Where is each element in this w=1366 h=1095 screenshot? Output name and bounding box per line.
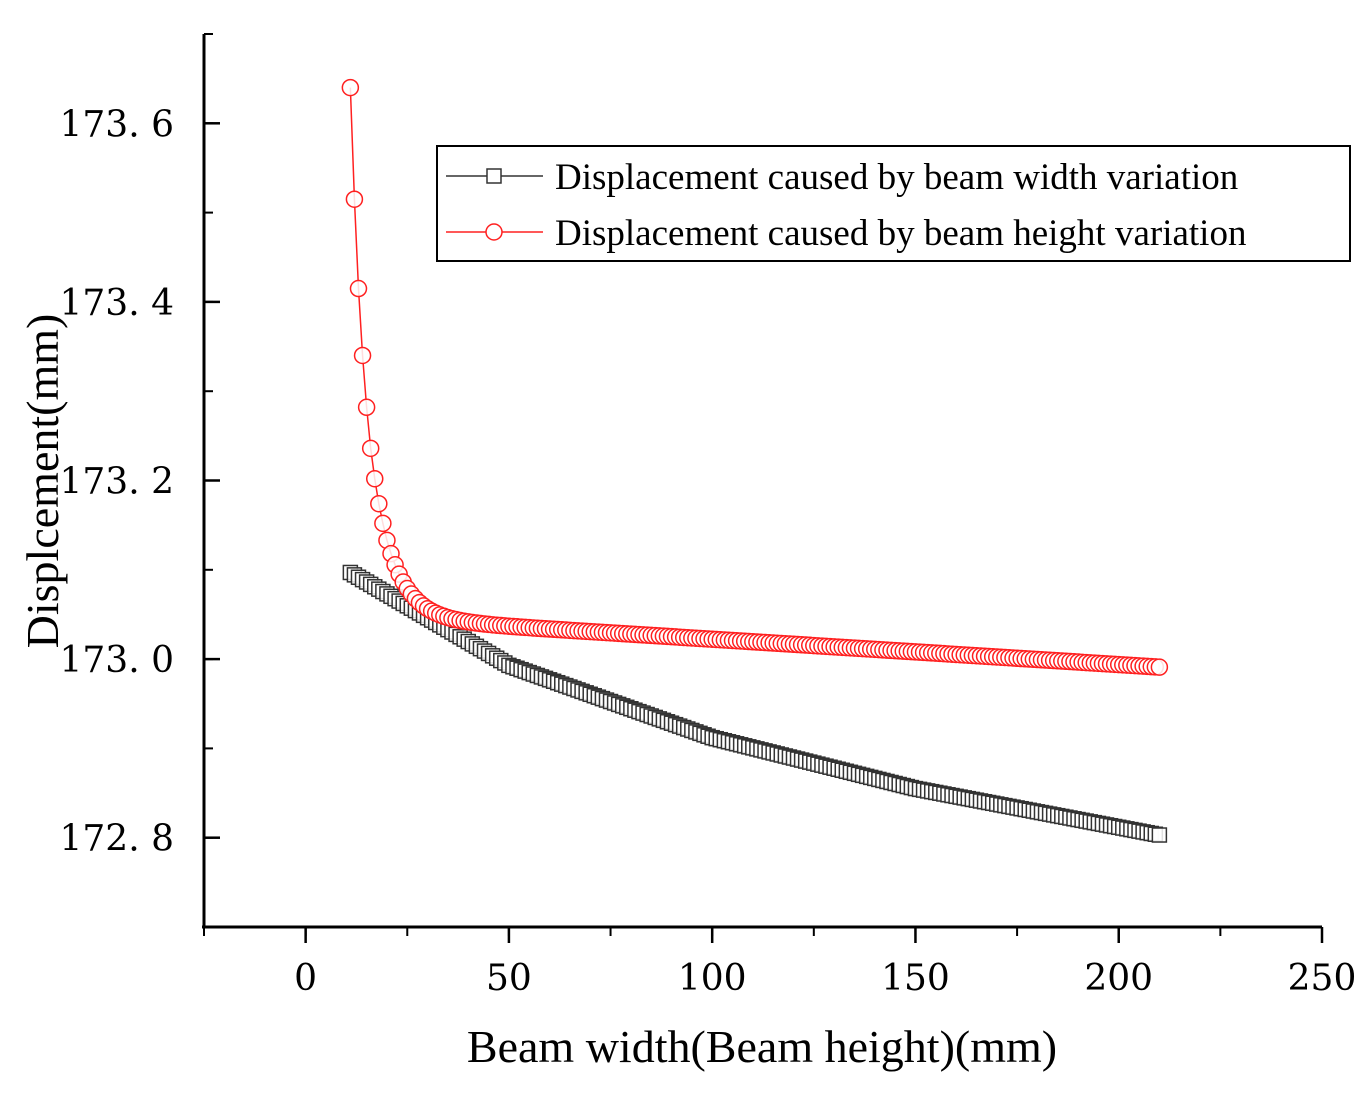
data-point bbox=[370, 494, 388, 513]
data-point bbox=[365, 469, 384, 488]
y-tick-label: 173. 2 bbox=[59, 462, 174, 503]
x-tick-label: 150 bbox=[881, 958, 950, 999]
x-ticks: 0 50 100 150 200 250 bbox=[203, 927, 1357, 999]
series-beam-height bbox=[341, 78, 1169, 676]
legend-label-width: Displacement caused by beam width variat… bbox=[555, 157, 1238, 198]
y-tick-label: 173. 4 bbox=[59, 283, 174, 324]
data-point bbox=[345, 190, 364, 208]
legend-marker-square bbox=[486, 168, 502, 184]
data-point bbox=[1151, 827, 1168, 843]
y-axis-title: Displcement(mm) bbox=[17, 314, 68, 649]
legend-label-height: Displacement caused by beam height varia… bbox=[555, 213, 1246, 254]
data-point bbox=[357, 398, 376, 417]
y-tick-label: 173. 0 bbox=[59, 640, 174, 681]
data-point bbox=[1150, 658, 1169, 676]
x-tick-label: 250 bbox=[1288, 958, 1357, 999]
legend-marker-circle bbox=[485, 223, 503, 241]
y-tick-label: 173. 6 bbox=[59, 104, 174, 145]
x-tick-label: 50 bbox=[486, 958, 532, 999]
data-point bbox=[361, 439, 380, 458]
legend-box bbox=[436, 145, 1351, 262]
x-tick-label: 100 bbox=[678, 958, 747, 999]
legend: Displacement caused by beam width variat… bbox=[436, 145, 1351, 262]
x-tick-label: 0 bbox=[294, 958, 317, 999]
data-point bbox=[349, 279, 368, 298]
y-ticks: 172. 8 173. 0 173. 2 173. 4 173. 6 bbox=[59, 33, 220, 928]
x-axis-title: Beam width(Beam height)(mm) bbox=[467, 1021, 1057, 1072]
data-point bbox=[341, 78, 360, 97]
x-tick-label: 200 bbox=[1084, 958, 1153, 999]
data-point bbox=[353, 346, 372, 365]
y-tick-label: 172. 8 bbox=[59, 819, 174, 860]
data-point bbox=[374, 514, 392, 533]
